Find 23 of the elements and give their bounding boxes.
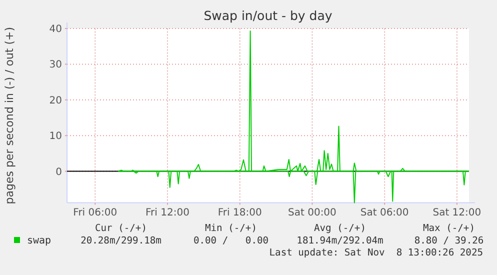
y-tick-label: 20 (49, 95, 62, 106)
x-tick-label: Sat 12:00 (432, 208, 482, 219)
text: Min (-/+) (205, 223, 257, 234)
x-tick-label: Fri 18:00 (218, 208, 262, 219)
y-tick-label: 30 (49, 60, 62, 71)
y-tick-label: 10 (49, 131, 62, 142)
x-tick-label: Fri 06:00 (73, 208, 118, 219)
x-tick-label: Sat 06:00 (360, 208, 409, 219)
chart-title: Swap in/out - by day (204, 8, 333, 23)
text: 0.00 / 0.00 (193, 236, 269, 246)
x-tick-label: Sat 00:00 (288, 208, 336, 219)
text: 181.94m/292.04m (296, 236, 384, 246)
text: Max (-/+) (423, 223, 475, 234)
y-tick-label: 40 (49, 24, 62, 35)
x-tick-label: Fri 12:00 (146, 208, 190, 219)
text: Last update: Sat Nov 8 13:00:26 2025 (269, 248, 483, 258)
y-axis-title: pages per second in (-) / out (+) (3, 26, 16, 204)
text: 20.28m/299.18m (80, 236, 162, 246)
text: Avg (-/+) (314, 223, 366, 234)
text: 8.80 / 39.26 (414, 236, 484, 246)
y-tick-label: 0 (56, 166, 62, 178)
legend-label: swap (27, 236, 52, 246)
text: Cur (-/+) (95, 223, 147, 234)
